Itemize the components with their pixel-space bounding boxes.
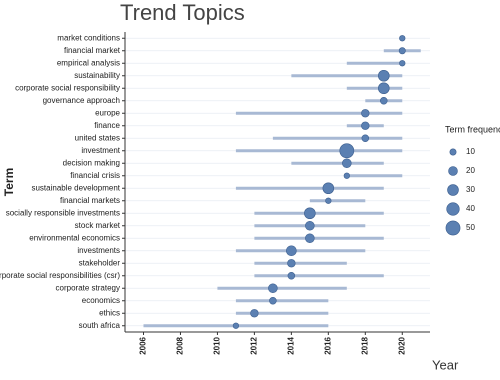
legend-dot	[447, 184, 459, 196]
y-tick-label: governance approach	[43, 96, 120, 105]
legend-label: 10	[466, 147, 475, 156]
y-tick-label: decision making	[63, 158, 120, 167]
median-dot	[286, 245, 297, 257]
x-tick-label: 2008	[176, 336, 185, 354]
legend-label: 30	[466, 185, 475, 194]
median-dot	[342, 158, 352, 169]
y-tick-label: corporate social responsibilities (csr)	[0, 271, 120, 280]
median-dot	[399, 35, 406, 42]
median-dot	[250, 309, 259, 318]
median-dot	[339, 143, 355, 159]
median-dot	[378, 69, 390, 82]
y-tick-label: stock market	[75, 221, 121, 230]
y-tick-label: sustainable development	[31, 183, 120, 192]
median-dot	[304, 207, 316, 220]
y-tick-label: environmental economics	[29, 233, 120, 242]
median-dot	[287, 259, 296, 268]
x-tick-label: 2010	[213, 336, 222, 354]
median-dot	[361, 121, 370, 130]
chart-title: Trend Topics	[120, 0, 245, 25]
legend-label: 40	[466, 204, 475, 213]
y-tick-label: financial crisis	[70, 171, 120, 180]
y-tick-label: united states	[75, 133, 120, 142]
x-tick-label: 2016	[323, 336, 332, 354]
y-tick-label: investment	[81, 146, 120, 155]
x-tick-label: 2020	[397, 336, 406, 354]
y-tick-label: corporate social responsibility	[15, 83, 120, 92]
legend-label: 20	[466, 166, 475, 175]
y-tick-label: europe	[95, 108, 120, 117]
legend-dot	[448, 166, 458, 176]
legend-dot	[445, 220, 461, 236]
y-tick-label: corporate strategy	[56, 283, 120, 292]
y-tick-label: sustainability	[74, 71, 120, 80]
median-dot	[361, 109, 370, 118]
y-tick-label: stakeholder	[79, 258, 121, 267]
median-dot	[325, 197, 332, 204]
median-dot	[269, 296, 277, 305]
median-dot	[361, 134, 370, 143]
y-tick-label: finance	[94, 121, 120, 130]
median-dot	[232, 322, 240, 329]
y-tick-label: socially responsible investments	[6, 208, 120, 217]
y-tick-label: empirical analysis	[57, 58, 120, 67]
x-tick-label: 2018	[360, 336, 369, 354]
x-tick-label: 2012	[250, 336, 259, 354]
median-dot	[398, 47, 406, 55]
median-dot	[268, 283, 278, 294]
legend-dot	[449, 148, 457, 156]
y-tick-label: investments	[77, 246, 120, 255]
x-axis-label: Year	[432, 357, 459, 372]
y-tick-label: market conditions	[57, 33, 120, 42]
legend-dot	[446, 202, 460, 216]
plot-area	[125, 32, 430, 332]
median-dot	[322, 182, 335, 195]
median-dot	[399, 60, 406, 67]
median-dot	[380, 96, 388, 105]
y-tick-label: financial markets	[60, 196, 120, 205]
y-tick-label: economics	[82, 296, 120, 305]
y-tick-label: south africa	[79, 321, 121, 330]
median-dot	[343, 172, 350, 179]
x-tick-label: 2014	[286, 336, 295, 354]
legend-title: Term frequency	[445, 124, 500, 134]
median-dot	[305, 233, 315, 244]
median-dot	[305, 220, 315, 231]
median-dot	[378, 82, 390, 95]
y-tick-label: financial market	[64, 46, 121, 55]
y-axis-label: Term	[2, 168, 16, 196]
y-tick-label: ethics	[99, 308, 120, 317]
x-tick-label: 2006	[139, 336, 148, 354]
median-dot	[287, 271, 296, 280]
legend-label: 50	[466, 223, 475, 232]
